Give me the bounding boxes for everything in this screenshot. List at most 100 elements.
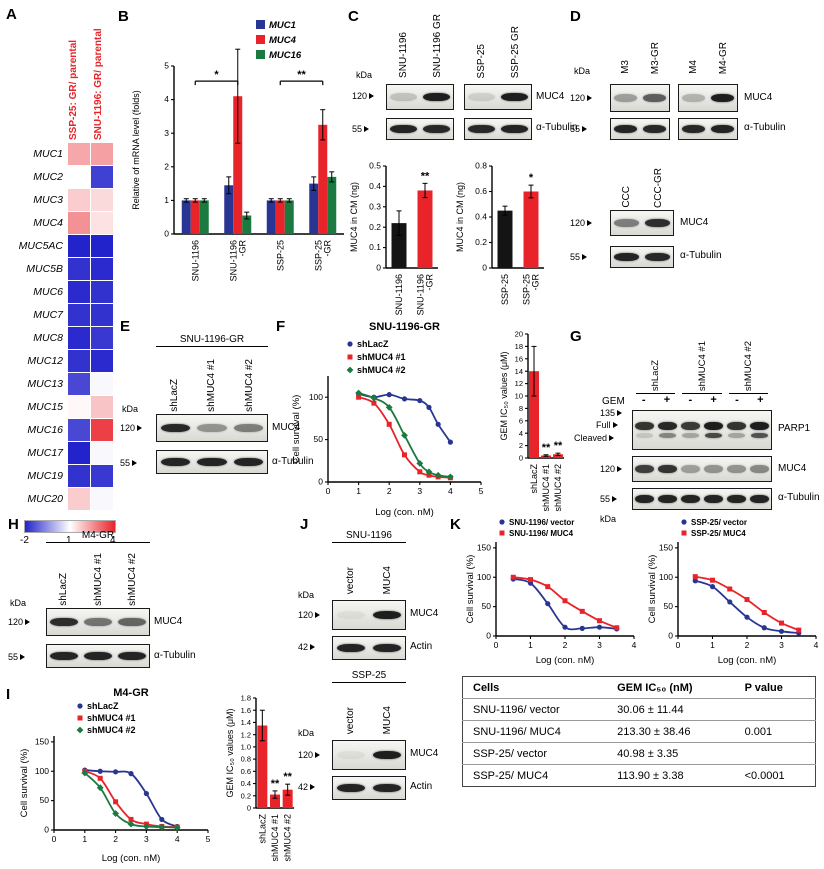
blot-lane [333, 784, 369, 792]
svg-text:1.4: 1.4 [241, 718, 251, 727]
svg-text:GEM IC₅₀ values (μM): GEM IC₅₀ values (μM) [225, 708, 235, 797]
marker-55: 55 [570, 124, 588, 134]
muc4-blot-e [156, 414, 268, 442]
svg-text:0.2: 0.2 [369, 222, 381, 232]
blot-j1-title: SNU-1196 [332, 530, 406, 543]
svg-text:Log (con. nM): Log (con. nM) [536, 655, 595, 666]
heatmap-row: MUC15 [6, 395, 118, 418]
svg-text:GEM IC₅₀ values (μM): GEM IC₅₀ values (μM) [499, 351, 509, 440]
lane-label: MUC4 [382, 565, 393, 594]
svg-text:**: ** [554, 440, 563, 452]
muc4-label: MUC4 [154, 616, 183, 627]
svg-text:0: 0 [676, 640, 681, 650]
protein-band [658, 465, 677, 473]
protein-band [390, 93, 417, 101]
svg-text:MUC4 in CM (ng): MUC4 in CM (ng) [455, 182, 465, 252]
svg-text:Cell survival (%): Cell survival (%) [19, 749, 30, 818]
heatmap-row-label: MUC7 [33, 308, 63, 321]
svg-text:2: 2 [519, 441, 523, 450]
svg-text:0: 0 [44, 825, 49, 835]
tubulin-blot-g [632, 488, 772, 510]
svg-text:0: 0 [326, 486, 331, 496]
svg-text:2: 2 [745, 640, 750, 650]
arrow-icon [25, 619, 31, 625]
heatmap-cell [68, 395, 90, 418]
scale-min-label: -2 [20, 535, 29, 546]
svg-text:150: 150 [659, 542, 673, 552]
blot-lane [702, 465, 725, 473]
heatmap-row-label: MUC16 [27, 423, 63, 436]
blot-c-lane-labels-2: SSP-25 SSP-25 GR [464, 14, 532, 78]
heatmap-row-label: MUC3 [33, 193, 63, 206]
tubulin-label: α-Tubulin [744, 122, 786, 133]
protein-band [710, 94, 735, 102]
scale-mid-label: 1 [66, 535, 72, 546]
arrow-icon [587, 220, 593, 226]
protein-band [197, 458, 227, 466]
protein-band [234, 424, 264, 432]
protein-band [336, 751, 366, 759]
protein-band [704, 495, 723, 503]
blot-lane [81, 618, 115, 626]
heatmap-row: MUC3 [6, 188, 118, 211]
heatmap-cell [68, 418, 90, 441]
blot-e-title: SNU-1196-GR [156, 334, 268, 347]
panel-i: I 0 1 2 3 4 5 0 50 100 150 Log (con. nM) Cell survi… [6, 686, 302, 868]
svg-text:1: 1 [164, 195, 169, 205]
survival-curve-m4gr: 0 1 2 3 4 5 0 50 100 150 Log (con. nM) Cell surviva… [16, 686, 218, 864]
svg-text:2: 2 [113, 834, 118, 844]
protein-band [614, 219, 639, 227]
svg-text:4: 4 [448, 486, 453, 496]
blot-lane [369, 784, 405, 792]
table-cell: 30.06 ± 11.44 [607, 698, 735, 721]
svg-text:4: 4 [814, 640, 819, 650]
gem-sign: - [688, 394, 693, 406]
protein-band [118, 618, 146, 626]
svg-text:4: 4 [164, 94, 169, 104]
full-parp-label: Full [596, 420, 618, 430]
blot-lane [47, 618, 81, 626]
svg-text:3: 3 [144, 834, 149, 844]
svg-text:100: 100 [659, 572, 673, 582]
blot-lane [679, 465, 702, 473]
svg-text:5: 5 [206, 834, 211, 844]
svg-text:shMUC4 #1: shMUC4 #1 [87, 713, 136, 723]
blot-lane [369, 751, 405, 759]
protein-band [727, 495, 746, 503]
blot-lane [194, 458, 231, 466]
table-cell [734, 698, 816, 721]
heatmap-row-label: MUC5AC [18, 239, 63, 252]
svg-text:14: 14 [515, 367, 523, 376]
panel-h: H M4-GR shLacZ shMUC4 #1 shMUC4 #2 kDa 1… [6, 516, 196, 688]
protein-band [501, 125, 528, 133]
heatmap-cell [91, 188, 113, 211]
muc4-blot-ccc [610, 210, 674, 236]
kda-label: kDa [122, 404, 139, 414]
svg-text:0.2: 0.2 [241, 791, 251, 800]
svg-text:50: 50 [664, 601, 674, 611]
svg-text:4: 4 [175, 834, 180, 844]
heatmap-row: MUC13 [6, 372, 118, 395]
svg-text:0.4: 0.4 [241, 779, 251, 788]
svg-text:0.3: 0.3 [369, 201, 381, 211]
table-cell: 0.001 [734, 720, 816, 743]
svg-text:0: 0 [482, 263, 487, 273]
heatmap-cell [68, 487, 90, 510]
table-row: SNU-1196/ vector 30.06 ± 11.44 [462, 698, 816, 721]
gem-sign: + [710, 394, 717, 406]
svg-text:0: 0 [494, 640, 499, 650]
protein-band [390, 125, 417, 133]
protein-band [372, 644, 402, 652]
arrow-icon [617, 410, 623, 416]
blot-lane [708, 125, 737, 133]
cleaved-parp-label: Cleaved [574, 433, 615, 443]
table-cell: 113.90 ± 3.38 [617, 769, 684, 782]
svg-text:**: ** [297, 69, 306, 81]
heatmap-cell [68, 234, 90, 257]
svg-text:0: 0 [376, 263, 381, 273]
protein-band [659, 433, 676, 438]
blot-lane [725, 422, 748, 430]
panel-d-letter: D [570, 8, 581, 25]
svg-text:SNU-1196/ vector: SNU-1196/ vector [509, 518, 574, 527]
blot-lane [387, 125, 420, 133]
